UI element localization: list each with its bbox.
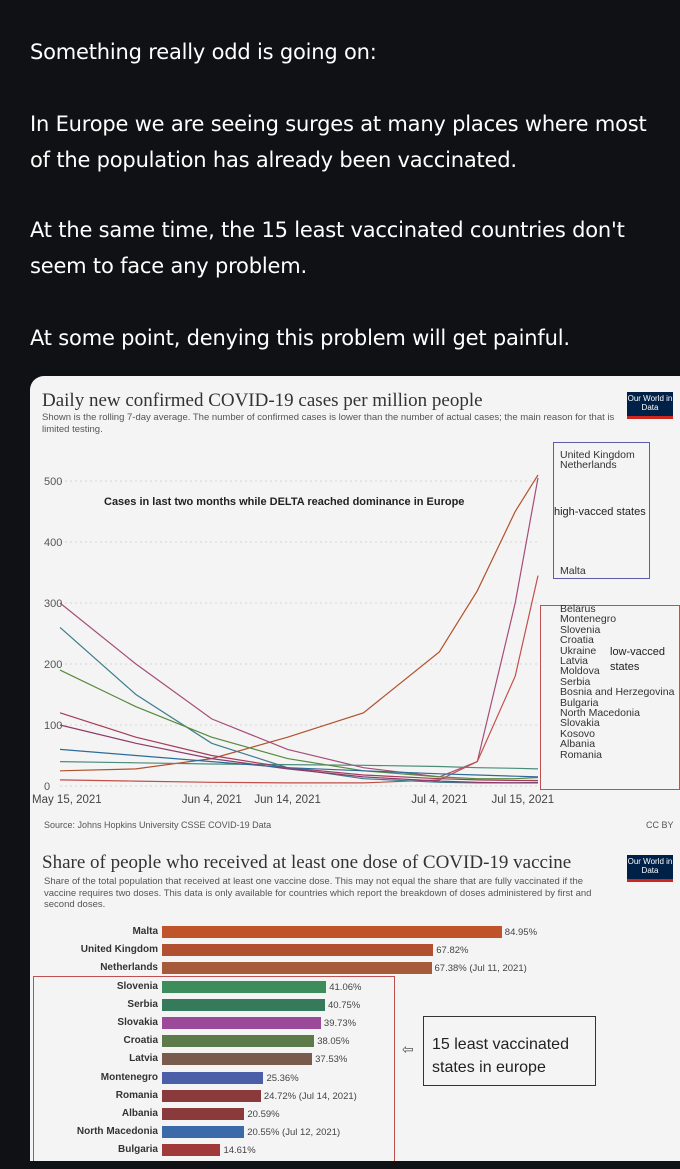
chart1-subtitle: Shown is the rolling 7-day average. The … [42, 412, 615, 435]
bar-value-label: 40.75% [328, 999, 361, 1011]
bar-category-label: Albania [121, 1108, 158, 1119]
bar-category-label: Malta [132, 926, 158, 937]
bar [162, 962, 432, 975]
chart1-annotation: Cases in last two months while DELTA rea… [104, 496, 465, 508]
legend-item: Slovakia [560, 717, 600, 730]
bar-category-label: Slovenia [116, 980, 158, 992]
x-tick-label: Jun 14, 2021 [254, 794, 321, 806]
bar-value-label: 14.61% [223, 1145, 256, 1157]
bar [162, 926, 502, 938]
bar-value-label: 20.55% (Jul 12, 2021) [247, 1127, 341, 1139]
bar [162, 1053, 313, 1066]
bar [162, 980, 327, 993]
bar-value-label: 84.95% [504, 927, 538, 938]
line-chart: 0 100 200 300 400 500 May 15, 2021 Jun 4, 2021 J… [32, 474, 554, 806]
bar [162, 1071, 264, 1084]
bar [162, 1144, 221, 1157]
bar [162, 944, 434, 957]
legend-item: Romania [560, 748, 603, 761]
legend-item: Malta [560, 565, 586, 577]
chart2-title: Share of people who received at least on… [42, 852, 572, 873]
x-tick-label: Jun 4, 2021 [182, 794, 242, 806]
series-line [59, 748, 539, 778]
y-tick-label: 0 [44, 781, 50, 793]
legend-item: Latvia [560, 655, 589, 667]
chart1-title: Daily new confirmed COVID-19 cases per m… [42, 390, 483, 411]
legend-item: Kosovo [560, 727, 596, 740]
legend-item: Croatia [560, 634, 594, 647]
bar [162, 998, 325, 1011]
image-bottom-edge [30, 1161, 680, 1169]
series-line [59, 474, 539, 772]
chart1-license: CC BY [646, 820, 674, 830]
high-vacced-box [553, 442, 650, 579]
post-text-line-1: Something really odd is going on: [30, 40, 377, 64]
owid-logo: Our World in Data [627, 392, 673, 419]
bar-value-label: 67.82% [436, 945, 469, 957]
bar-category-label: Netherlands [100, 962, 158, 974]
y-tick-label: 500 [44, 476, 62, 488]
callout-box [423, 1016, 596, 1086]
post-text-line-2: In Europe we are seeing surges at many p… [30, 112, 647, 172]
chart2-subtitle: Share of the total population that recei… [44, 876, 592, 910]
owid-logo-2: Our World in Data [627, 855, 673, 882]
post-text-line-3: At the same time, the 15 least vaccinate… [30, 218, 625, 278]
legend-item: Belarus [560, 603, 596, 615]
legend-item: Slovenia [560, 623, 601, 636]
bar-value-label: 24.72% (Jul 14, 2021) [263, 1090, 357, 1102]
series-line [59, 575, 539, 784]
legend-item: Bosnia and Herzegovina [560, 686, 675, 699]
bar-value-label: 20.59% [247, 1109, 280, 1120]
bar [162, 1126, 245, 1139]
bar-category-label: Montenegro [100, 1071, 158, 1083]
y-tick-label: 100 [44, 720, 62, 732]
bar-category-label: Croatia [123, 1035, 158, 1047]
bar [162, 1108, 245, 1120]
bar [162, 1035, 315, 1048]
bar-value-label: 39.73% [323, 1018, 357, 1029]
bar-value-label: 25.36% [266, 1072, 299, 1084]
x-tick-label: Jul 15, 2021 [491, 794, 554, 806]
high-vacced-label: high-vacced states [554, 506, 646, 518]
series-line [59, 761, 539, 770]
post-text-line-4: At some point, denying this problem will… [30, 326, 570, 350]
y-tick-label: 400 [44, 537, 62, 549]
y-tick-label: 300 [44, 598, 62, 610]
legend-item: Serbia [560, 675, 591, 688]
y-tick-label: 200 [44, 659, 62, 671]
x-tick-label: Jul 4, 2021 [411, 794, 467, 806]
bar-category-label: Serbia [127, 998, 158, 1010]
legend-item: North Macedonia [560, 707, 640, 719]
x-tick-label: May 15, 2021 [32, 794, 102, 806]
legend-item: United Kingdom [560, 449, 635, 461]
bar-category-label: North Macedonia [76, 1126, 158, 1138]
series-line [59, 477, 539, 778]
legend-item: Albania [560, 738, 596, 751]
bar-category-label: Romania [115, 1089, 158, 1101]
bar-value-label: 67.38% (Jul 11, 2021) [434, 963, 527, 975]
legend-item: Bulgaria [560, 696, 599, 709]
bar-value-label: 37.53% [315, 1054, 348, 1066]
legend-item: Ukraine [560, 644, 597, 657]
least-vaccinated-box [33, 976, 395, 1161]
bar-category-label: Latvia [129, 1053, 158, 1065]
legend-item: Moldova [560, 665, 600, 678]
chart1-source: Source: Johns Hopkins University CSSE CO… [44, 820, 272, 830]
bar-value-label: 41.06% [329, 981, 362, 993]
bar-category-label: Bulgaria [117, 1144, 158, 1156]
bar-value-label: 38.05% [317, 1036, 350, 1048]
low-vacced-label: low-vacced states [610, 646, 666, 673]
legend-item: Netherlands [560, 459, 617, 471]
bar-category-label: Slovakia [117, 1017, 158, 1028]
callout-text: 15 least vaccinated states in europe [432, 1036, 569, 1076]
series-line [59, 724, 538, 784]
legend-item: Montenegro [560, 613, 617, 626]
bar [162, 1089, 261, 1102]
bar-category-label: United Kingdom [80, 944, 158, 956]
left-arrow-icon: ⇦ [402, 1041, 414, 1057]
bar [162, 1017, 321, 1029]
attached-image[interactable]: Daily new confirmed COVID-19 cases per m… [30, 376, 680, 1161]
series-line [59, 712, 538, 782]
